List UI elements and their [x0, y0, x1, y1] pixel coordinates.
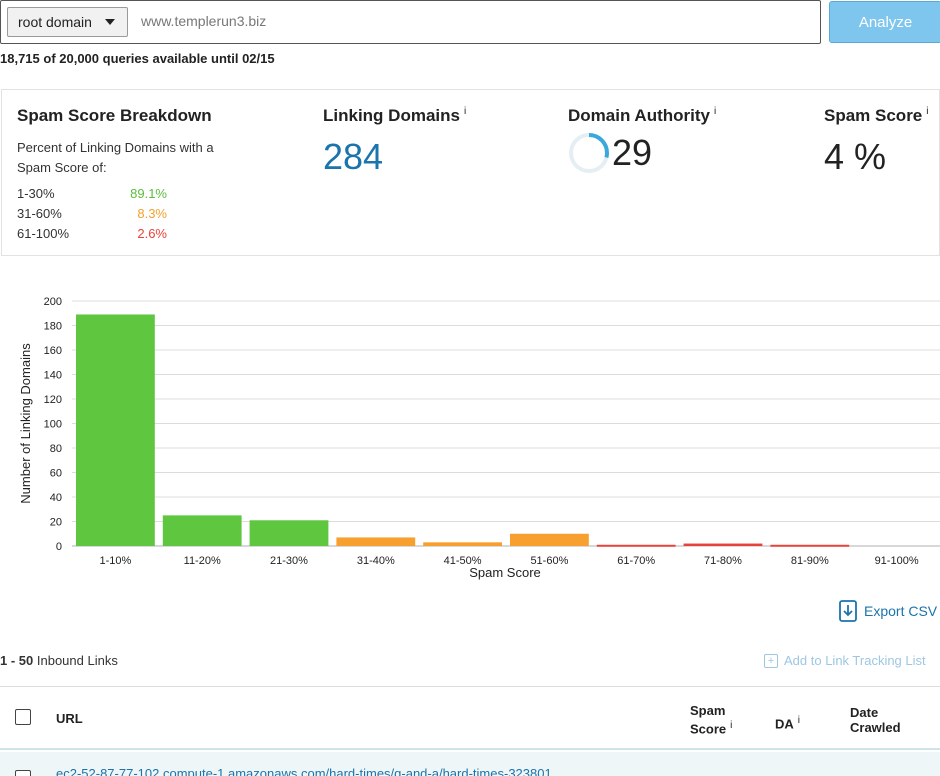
y-tick-label: 20 — [50, 517, 62, 529]
scope-dropdown[interactable]: root domain — [7, 7, 128, 37]
x-tick-label: 71-80% — [704, 555, 742, 567]
spam-score-chart: 0 20 40 60 80 100 120 140 160 180 200 1-10% 11-20% 21… — [18, 296, 940, 580]
spam-breakdown: Spam Score Breakdown Percent of Linking … — [17, 106, 297, 246]
analyze-button[interactable]: Analyze — [829, 1, 940, 43]
x-tick-label: 81-90% — [791, 555, 829, 567]
spam-breakdown-pct: 2.6% — [137, 226, 167, 241]
x-tick-label: 91-100% — [875, 555, 919, 567]
y-tick-label: 40 — [50, 492, 62, 504]
info-icon[interactable]: i — [463, 106, 467, 118]
y-tick-label: 0 — [56, 541, 62, 553]
y-tick-label: 160 — [44, 345, 62, 357]
linking-domains-value[interactable]: 284 — [323, 136, 384, 177]
spam-breakdown-pct: 8.3% — [137, 206, 167, 221]
y-tick-label: 100 — [44, 419, 62, 431]
y-tick-label: 200 — [44, 296, 62, 308]
url-input-value: www.templerun3.biz — [141, 13, 267, 29]
row-url-link[interactable]: ec2-52-87-77-102.compute-1.amazonaws.com… — [56, 766, 552, 776]
scope-dropdown-label: root domain — [18, 14, 92, 30]
row-checkbox[interactable] — [15, 770, 31, 776]
bar — [76, 314, 155, 546]
spam-score-metric: Spam Score i 4 % — [824, 106, 929, 178]
domain-authority-label: Domain Authority — [568, 106, 710, 125]
spam-breakdown-range: 31-60% — [17, 206, 62, 221]
domain-authority-value: 29 — [612, 132, 653, 173]
y-tick-label: 140 — [44, 370, 62, 382]
spam-breakdown-row: 61-100% 2.6% — [17, 226, 297, 246]
bar — [162, 515, 242, 546]
search-bar: root domain www.templerun3.biz Analyze — [0, 0, 940, 44]
bar — [510, 533, 589, 546]
linking-domains-metric: Linking Domains i 284 — [323, 106, 466, 178]
column-spam-label-1: Spam — [690, 703, 726, 718]
y-tick-label: 80 — [50, 443, 62, 455]
export-csv-button[interactable]: Export CSV — [838, 599, 937, 623]
column-url[interactable]: URL — [56, 711, 83, 726]
metrics-card: Spam Score Breakdown Percent of Linking … — [1, 89, 940, 256]
bar — [423, 542, 502, 546]
domain-authority-ring — [569, 133, 609, 173]
spam-breakdown-range: 61-100% — [17, 226, 70, 241]
column-da-label: DA — [775, 716, 794, 732]
linking-domains-label: Linking Domains — [323, 106, 460, 125]
column-da[interactable]: DA i — [775, 713, 800, 731]
bar — [249, 520, 329, 546]
column-date-crawled[interactable]: Date Crawled — [850, 705, 901, 735]
info-icon[interactable]: i — [730, 720, 733, 731]
spam-breakdown-rows: 1-30% 89.1% 31-60% 8.3% 61-100% 2.6% — [17, 186, 297, 246]
add-to-tracking-label: Add to Link Tracking List — [784, 653, 926, 668]
chevron-down-icon — [105, 19, 115, 25]
spam-score-label: Spam Score — [824, 106, 923, 125]
column-date-label-1: Date — [850, 705, 879, 720]
column-spam-score[interactable]: Spam Score i — [690, 703, 732, 736]
x-tick-label: 51-60% — [530, 555, 568, 567]
bar — [683, 543, 763, 546]
y-tick-label: 180 — [44, 321, 62, 333]
x-tick-label: 31-40% — [357, 555, 395, 567]
info-icon[interactable]: i — [926, 106, 929, 118]
x-tick-label: 11-20% — [184, 555, 221, 567]
y-tick-label: 120 — [44, 394, 62, 406]
x-tick-label: 61-70% — [617, 555, 655, 567]
add-to-tracking-button[interactable]: + Add to Link Tracking List — [764, 653, 926, 668]
spam-breakdown-pct: 89.1% — [130, 186, 167, 201]
y-axis-label: Number of Linking Domains — [18, 343, 33, 504]
table-row: ec2-52-87-77-102.compute-1.amazonaws.com… — [0, 752, 940, 776]
column-date-label-2: Crawled — [850, 720, 901, 735]
domain-authority-metric: Domain Authority i 29 — [568, 106, 716, 174]
spam-breakdown-row: 1-30% 89.1% — [17, 186, 297, 206]
inbound-label: Inbound Links — [36, 653, 118, 668]
spam-breakdown-range: 1-30% — [17, 186, 55, 201]
x-tick-label: 21-30% — [270, 555, 308, 567]
query-quota: 18,715 of 20,000 queries available until… — [0, 51, 275, 66]
column-spam-label-2: Score — [690, 721, 727, 737]
url-input[interactable] — [0, 0, 821, 44]
spam-score-value: 4 % — [824, 136, 887, 177]
table-header: URL Spam Score i DA i Date Crawled — [0, 686, 940, 750]
spam-breakdown-title: Spam Score Breakdown — [17, 106, 212, 125]
y-tick-label: 60 — [50, 468, 62, 480]
select-all-checkbox[interactable] — [15, 709, 31, 725]
bar — [596, 544, 676, 547]
bar — [336, 537, 416, 546]
export-icon — [839, 600, 857, 622]
info-icon[interactable]: i — [713, 106, 717, 118]
plus-icon: + — [764, 653, 778, 668]
inbound-links-count: 1 - 50 Inbound Links — [0, 653, 118, 668]
export-csv-label: Export CSV — [864, 603, 938, 619]
info-icon[interactable]: i — [797, 715, 801, 726]
inbound-range: 1 - 50 — [0, 653, 34, 668]
spam-breakdown-row: 31-60% 8.3% — [17, 206, 297, 226]
x-tick-label: 41-50% — [444, 555, 482, 567]
bar — [770, 544, 850, 547]
x-axis-label: Spam Score — [469, 565, 541, 580]
x-tick-label: 1-10% — [100, 555, 132, 567]
spam-breakdown-desc: Percent of Linking Domains with a Spam S… — [17, 140, 214, 175]
